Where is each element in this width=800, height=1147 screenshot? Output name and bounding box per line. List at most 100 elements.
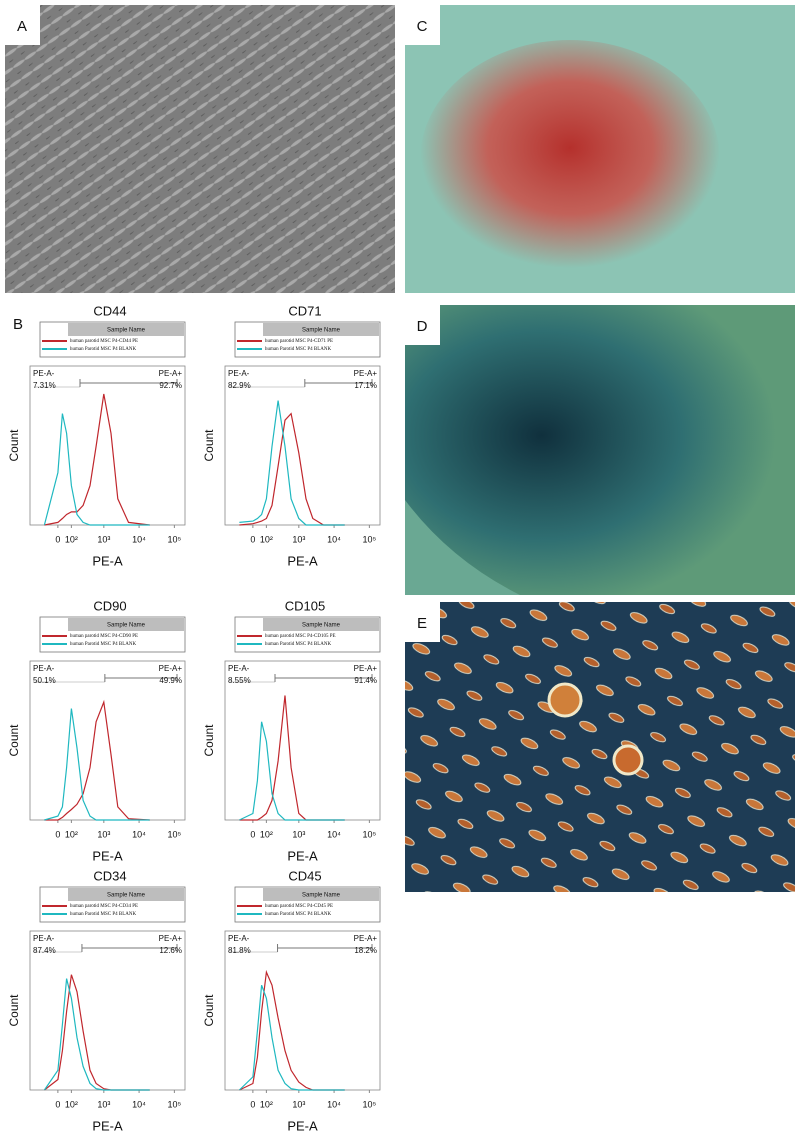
x-tick-label: 0	[250, 1099, 255, 1109]
x-tick-label: 10³	[97, 1099, 110, 1109]
histogram-curve	[44, 699, 150, 821]
plot-title: CD44	[93, 303, 126, 318]
neg-percent: 81.8%	[228, 946, 251, 955]
histogram-curve	[44, 974, 150, 1091]
x-axis-label: PE-A	[92, 553, 123, 568]
legend-header-text: Sample Name	[107, 893, 146, 899]
legend-entry: human Parotid MSC P4 BLANK	[70, 642, 137, 647]
x-tick-label: 10⁵	[363, 829, 377, 839]
legend-entry: human parotid MSC P4-CD45 PE	[265, 904, 333, 909]
round-cell	[612, 744, 644, 776]
legend-header	[263, 323, 379, 336]
pos-label: PE-A+	[159, 664, 183, 673]
legend-entry: human parotid MSC P4-CD34 PE	[70, 904, 138, 909]
x-tick-label: 10⁵	[168, 829, 182, 839]
plot-frame	[224, 365, 381, 526]
histogram-curve	[239, 969, 345, 1091]
histogram-curve	[43, 413, 150, 526]
y-axis-label: Count	[202, 724, 216, 757]
label-box	[405, 602, 440, 642]
photo-d	[405, 305, 795, 595]
x-tick-label: 10⁴	[132, 1099, 146, 1109]
x-tick-label: 0	[55, 829, 60, 839]
legend-header-text: Sample Name	[302, 623, 341, 629]
neg-label: PE-A-	[33, 934, 55, 943]
x-axis-label: PE-A	[287, 553, 318, 568]
legend-entry: human parotid MSC P4-CD44 PE	[70, 339, 138, 344]
label-box	[405, 305, 440, 345]
x-tick-label: 10⁴	[132, 534, 146, 544]
legend-header-text: Sample Name	[302, 893, 341, 899]
x-tick-label: 0	[55, 1099, 60, 1109]
neg-percent: 8.55%	[228, 676, 251, 685]
pos-label: PE-A+	[354, 664, 378, 673]
neg-percent: 87.4%	[33, 946, 56, 955]
photo-e	[405, 602, 795, 892]
histogram-curve	[43, 978, 150, 1091]
x-tick-label: 10³	[97, 829, 110, 839]
y-axis-label: Count	[7, 724, 21, 757]
x-tick-label: 10⁵	[168, 534, 182, 544]
legend-entry: human Parotid MSC P4 BLANK	[70, 912, 137, 917]
pos-label: PE-A+	[159, 934, 183, 943]
histogram-curve	[239, 400, 345, 526]
x-tick-label: 10²	[65, 829, 78, 839]
round-cell	[547, 682, 583, 718]
panel-label: E	[417, 615, 427, 632]
x-tick-label: 10²	[260, 1099, 273, 1109]
neg-label: PE-A-	[228, 664, 250, 673]
legend-entry: human Parotid MSC P4 BLANK	[265, 912, 332, 917]
x-axis-label: PE-A	[287, 848, 318, 863]
neg-label: PE-A-	[228, 369, 250, 378]
y-axis-label: Count	[7, 994, 21, 1027]
legend-header	[263, 888, 379, 901]
pos-label: PE-A+	[354, 934, 378, 943]
x-tick-label: 10³	[292, 1099, 305, 1109]
x-tick-label: 10⁴	[132, 829, 146, 839]
x-tick-label: 10⁵	[363, 1099, 377, 1109]
neg-percent: 82.9%	[228, 381, 251, 390]
x-axis-label: PE-A	[92, 1118, 123, 1133]
legend-header	[68, 323, 184, 336]
histogram-curve	[44, 708, 150, 821]
pos-percent: 92.7%	[159, 381, 182, 390]
pos-percent: 18.2%	[354, 946, 377, 955]
pos-label: PE-A+	[354, 369, 378, 378]
neg-label: PE-A-	[33, 369, 55, 378]
x-tick-label: 10³	[292, 534, 305, 544]
panel-label: A	[17, 18, 27, 35]
histogram-curve	[239, 721, 345, 821]
x-tick-label: 0	[250, 829, 255, 839]
legend-header	[263, 618, 379, 631]
panel-labels: A C D E B	[5, 5, 440, 642]
pos-percent: 12.6%	[159, 946, 182, 955]
plot-title: CD90	[93, 598, 126, 613]
x-tick-label: 10²	[65, 1099, 78, 1109]
neg-percent: 7.31%	[33, 381, 56, 390]
plot-title: CD71	[288, 303, 321, 318]
x-axis-label: PE-A	[92, 848, 123, 863]
x-tick-label: 10⁴	[327, 829, 341, 839]
legend-header	[68, 888, 184, 901]
pos-percent: 91.4%	[354, 676, 377, 685]
legend-entry: human Parotid MSC P4 BLANK	[265, 347, 332, 352]
label-box	[405, 5, 440, 45]
x-tick-label: 10²	[260, 534, 273, 544]
x-tick-label: 10³	[292, 829, 305, 839]
legend-header-text: Sample Name	[302, 328, 341, 334]
legend-entry: human Parotid MSC P4 BLANK	[265, 642, 332, 647]
plot-title: CD45	[288, 868, 321, 883]
y-axis-label: Count	[202, 994, 216, 1027]
histogram-curve	[239, 412, 345, 526]
pos-label: PE-A+	[159, 369, 183, 378]
x-tick-label: 10⁴	[327, 1099, 341, 1109]
x-tick-label: 10⁴	[327, 534, 341, 544]
plot-title: CD105	[285, 598, 325, 613]
y-axis-label: Count	[7, 429, 21, 462]
neg-label: PE-A-	[228, 934, 250, 943]
histogram-curve	[44, 393, 150, 526]
legend-entry: human parotid MSC P4-CD71 PE	[265, 339, 333, 344]
legend-header-text: Sample Name	[107, 328, 146, 334]
x-axis-label: PE-A	[287, 1118, 318, 1133]
